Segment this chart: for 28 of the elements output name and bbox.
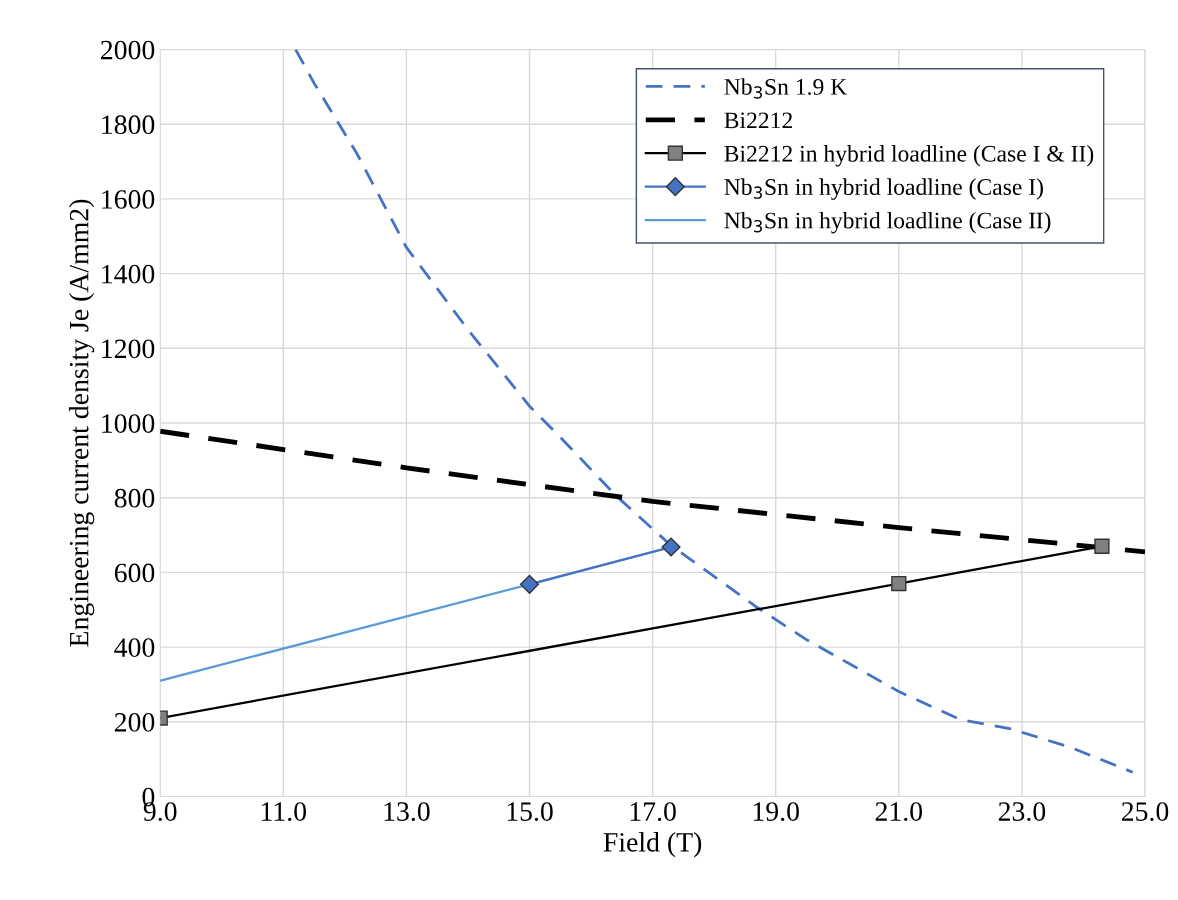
legend-label: Nb$_{3}$Sn 1.9 K (724, 78, 848, 99)
y-tick-label: 2000 (101, 40, 155, 60)
y-tick-label: 1800 (102, 115, 155, 135)
x-tick-label: 11.0 (261, 802, 307, 822)
y-tick-label: 600 (114, 563, 155, 583)
y-tick-label: 1600 (102, 190, 155, 209)
x-tick-label: 25.0 (1121, 802, 1169, 822)
y-tick-label: 1000 (102, 414, 155, 433)
x-tick-label: 15.0 (507, 802, 553, 822)
x-axis-title: Field (T) (603, 832, 702, 858)
y-axis-title: Engineering current density Je (A/mm2) (68, 199, 95, 647)
x-tick-label: 13.0 (384, 802, 430, 822)
point (519, 574, 540, 594)
legend-label: Nb$_{3}$Sn in hybrid loadline (Case I) (724, 178, 1043, 200)
x-tick-label: 23.0 (998, 802, 1046, 822)
point (661, 537, 681, 557)
x-tick-label: 17.0 (630, 802, 676, 822)
x-tick-label: 19.0 (753, 802, 799, 822)
y-tick-label: 1200 (102, 339, 155, 359)
line-series (294, 49, 1135, 774)
y-tick-label: 400 (114, 638, 155, 658)
x-tick-label: 21.0 (875, 802, 923, 822)
legend-label: Bi2212 (724, 112, 792, 129)
y-tick-label: 200 (114, 712, 155, 732)
y-tick-label: 800 (114, 488, 155, 508)
y-tick-label: 1400 (102, 264, 155, 284)
legend-label: Nb$_{3}$Sn in hybrid loadline (Case II) (724, 211, 1051, 234)
legend-label: Bi2212 in hybrid loadline (Case I & II) (724, 145, 1094, 167)
